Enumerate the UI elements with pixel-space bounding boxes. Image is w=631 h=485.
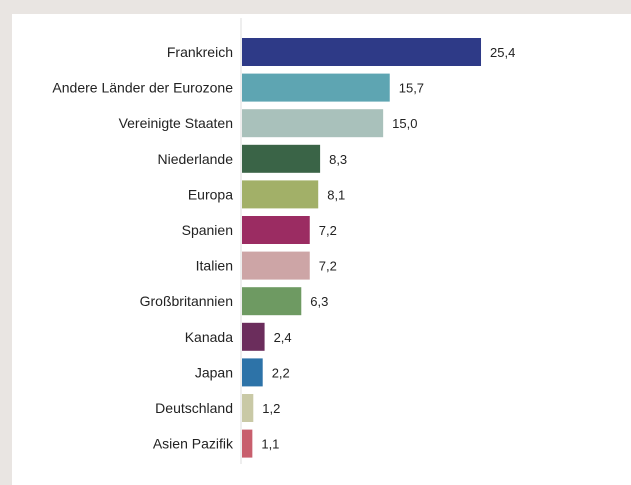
category-label: Europa [188, 186, 233, 202]
bar [242, 180, 319, 209]
value-label: 2,4 [274, 330, 292, 345]
value-label: 15,0 [392, 116, 417, 131]
bar [242, 144, 321, 173]
value-label: 1,2 [262, 401, 280, 416]
bar [242, 322, 265, 351]
value-label: 8,3 [329, 152, 347, 167]
value-label: 2,2 [272, 365, 290, 380]
value-label: 25,4 [490, 45, 515, 60]
bar [242, 38, 482, 66]
category-label: Niederlande [158, 151, 234, 167]
category-label: Italien [196, 258, 233, 274]
category-label: Deutschland [155, 400, 233, 416]
bar [242, 287, 302, 316]
category-label: Spanien [182, 222, 233, 238]
bar [242, 73, 390, 102]
bar [242, 429, 253, 458]
value-label: 15,7 [399, 81, 424, 96]
bar [242, 109, 384, 138]
category-label: Andere Länder der Eurozone [52, 80, 233, 96]
value-label: 7,2 [319, 259, 337, 274]
bar [242, 394, 254, 422]
bar [242, 358, 263, 387]
category-label: Frankreich [167, 44, 233, 60]
category-label: Asien Pazifik [153, 436, 234, 452]
bars-layer: Frankreich 25,4 Andere Länder der Eurozone… [52, 38, 515, 458]
bar [242, 251, 310, 280]
chart-panel: Frankreich 25,4 Andere Länder der Eurozone… [12, 14, 631, 485]
category-label: Vereinigte Staaten [119, 115, 233, 131]
value-label: 6,3 [310, 294, 328, 309]
category-label: Japan [195, 364, 233, 380]
category-label: Kanada [185, 329, 233, 345]
value-label: 7,2 [319, 223, 337, 238]
category-label: Großbritannien [140, 293, 233, 309]
value-label: 1,1 [261, 437, 279, 452]
bar-chart: Frankreich 25,4 Andere Länder der Eurozone… [52, 18, 515, 464]
bar [242, 216, 310, 244]
value-label: 8,1 [327, 187, 345, 202]
